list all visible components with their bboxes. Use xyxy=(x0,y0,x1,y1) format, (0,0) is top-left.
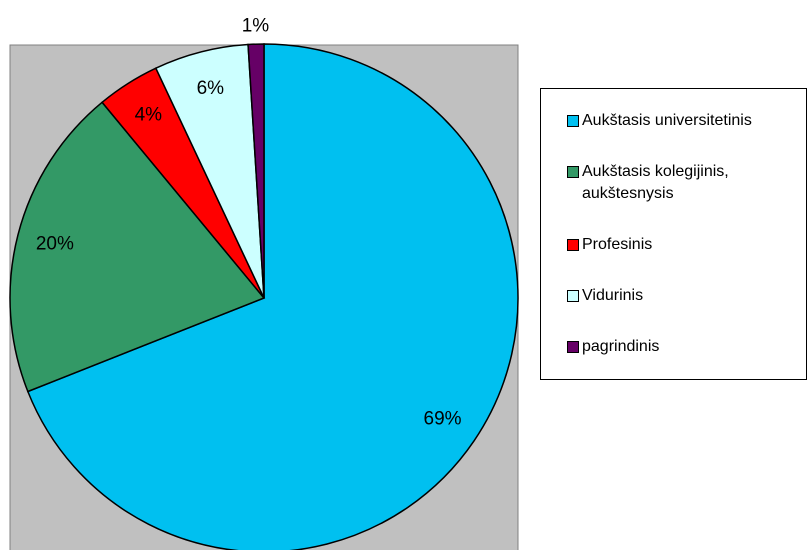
data-label: 20% xyxy=(36,233,74,254)
legend-swatch xyxy=(567,341,579,354)
pie-slice xyxy=(26,43,519,550)
data-label-text: 20% xyxy=(36,233,74,254)
legend-item: Aukštasis universitetinis xyxy=(541,110,806,132)
legend: Aukštasis universitetinis Aukštasis koleg… xyxy=(540,88,807,380)
legend-swatch xyxy=(567,290,579,303)
pie-slice xyxy=(247,43,265,299)
legend-label: Aukštasis kolegijinis, aukštesnysis xyxy=(582,162,729,202)
data-label: 6% xyxy=(197,78,225,99)
legend-item: Aukštasis kolegijinis, aukštesnysis xyxy=(541,161,806,205)
legend-swatch xyxy=(567,238,579,251)
pie-slice xyxy=(9,101,266,393)
data-label: 4% xyxy=(135,105,163,126)
data-label: 69% xyxy=(424,408,462,429)
legend-item: Vidurinis xyxy=(541,285,806,307)
data-label-text: 4% xyxy=(135,105,163,126)
data-label-text: 6% xyxy=(197,78,225,99)
legend-swatch xyxy=(567,114,579,127)
data-label-text: 69% xyxy=(424,408,462,429)
legend-swatch xyxy=(567,165,579,178)
data-label-text: 1% xyxy=(242,15,270,36)
legend-label: Aukštasis universitetinis xyxy=(582,111,752,129)
legend-label: Profesinis xyxy=(582,235,653,253)
legend-label: pagrindinis xyxy=(582,338,660,356)
legend-item: Profesinis xyxy=(541,234,806,256)
data-label: 1% xyxy=(242,15,270,36)
legend-item: pagrindinis xyxy=(541,336,806,358)
legend-label: Vidurinis xyxy=(582,287,644,305)
